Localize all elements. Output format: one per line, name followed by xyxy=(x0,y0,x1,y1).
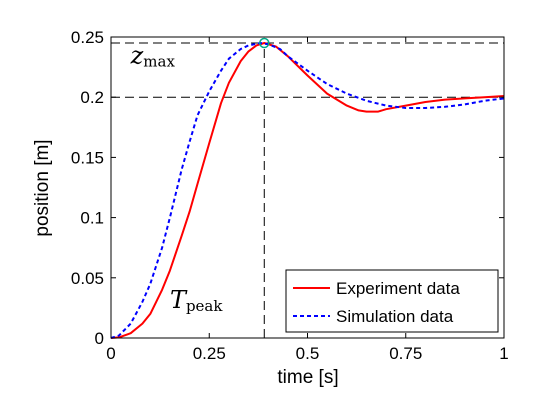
y-tick-label: 0.05 xyxy=(71,269,104,288)
series-line-simulation-data xyxy=(110,42,505,339)
reference-lines xyxy=(111,42,504,338)
legend-label-simulation: Simulation data xyxy=(336,307,454,326)
tpeak-annotation-sub: peak xyxy=(186,297,223,315)
legend-label-experiment: Experiment data xyxy=(336,279,460,298)
x-tick-label: 0 xyxy=(106,344,115,363)
tpeak-annotation-main: T xyxy=(170,286,188,314)
tpeak-annotation: Tpeak xyxy=(170,286,223,315)
zmax-annotation-sub: max xyxy=(143,52,175,70)
y-tick-label: 0 xyxy=(95,329,104,348)
y-tick-label: 0.2 xyxy=(80,88,104,107)
legend: Experiment data Simulation data xyxy=(285,269,499,333)
peak-marker xyxy=(259,37,270,49)
x-tick-label: 1 xyxy=(499,344,508,363)
zmax-annotation: zmax xyxy=(130,41,176,70)
x-tick-label: 0.75 xyxy=(389,344,422,363)
y-tick-label: 0.25 xyxy=(71,28,104,47)
y-tick-label: 0.1 xyxy=(80,209,104,228)
y-axis-label: position [m] xyxy=(32,139,53,236)
ticks-layer: 0 0.25 0.5 0.75 1 0 0.05 0.1 0.15 0.2 0.25 xyxy=(71,28,509,363)
marker-layer xyxy=(259,37,270,49)
x-tick-label: 0.5 xyxy=(296,344,320,363)
y-tick-label: 0.15 xyxy=(71,148,104,167)
x-axis-label: time [s] xyxy=(277,367,338,388)
x-tick-label: 0.25 xyxy=(193,344,226,363)
legend-box xyxy=(285,269,499,333)
zmax-annotation-main: z xyxy=(130,41,144,69)
